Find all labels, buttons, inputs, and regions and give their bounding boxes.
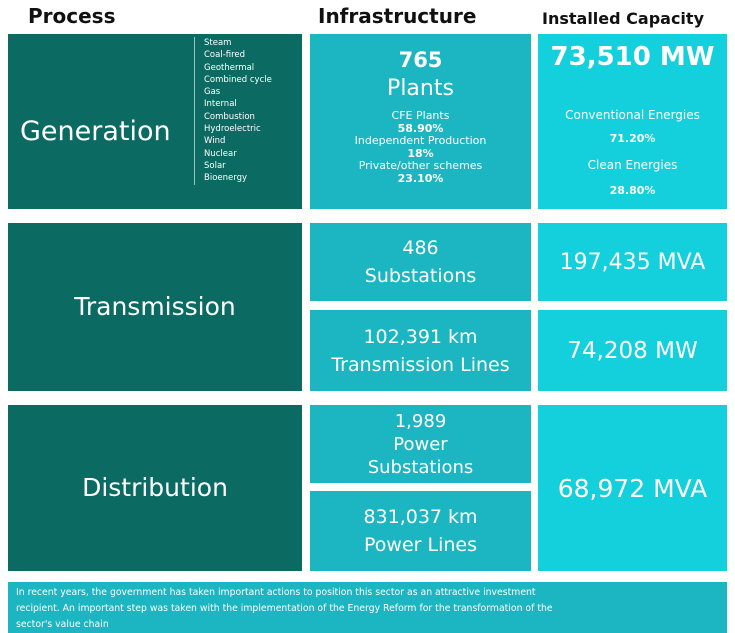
private-schemes-label: Private/other schemes [358, 159, 483, 173]
distribution-substations-label-1: Power [393, 433, 448, 455]
distribution-capacity: 68,972 MVA [557, 473, 708, 503]
independent-production-label: Independent Production [354, 134, 487, 148]
generation-type: Internal [204, 99, 237, 110]
cfe-plants-label: CFE Plants [391, 109, 450, 122]
transmission-box: Transmission [8, 223, 302, 391]
transmission-lines-length: 102,391 km [363, 325, 478, 348]
generation-type: Wind [204, 136, 226, 147]
distribution-capacity-box: 68,972 MVA [538, 405, 727, 571]
private-schemes-pct: 23.10% [397, 171, 444, 185]
generation-type: Gas [204, 87, 221, 98]
generation-plants-box: 765 Plants CFE Plants 58.90% Independent… [310, 34, 531, 209]
plants-breakdown: CFE Plants 58.90% Independent Production… [310, 109, 531, 186]
plants-label: Plants [387, 76, 454, 101]
generation-type: Bioenergy [204, 173, 248, 184]
plants-count: 765 [398, 48, 443, 72]
transmission-substations-capacity-box: 197,435 MVA [538, 223, 727, 301]
process-header: Process [28, 4, 116, 28]
distribution-box: Distribution [8, 405, 302, 571]
distribution-substations-box: 1,989 Power Substations [310, 405, 531, 483]
distribution-label: Distribution [82, 473, 228, 503]
generation-capacity-box: 73,510 MW Conventional Energies 71.20% C… [538, 34, 727, 209]
clean-energies-pct: 28.80% [609, 184, 656, 197]
distribution-lines-length: 831,037 km [363, 506, 478, 528]
infrastructure-header: Infrastructure [318, 4, 477, 28]
distribution-substations-count: 1,989 [394, 410, 447, 432]
transmission-substations-count: 486 [402, 237, 439, 259]
generation-type: Nuclear [204, 148, 237, 159]
generation-type: Combined cycle [204, 74, 272, 85]
independent-production-pct: 18% [407, 146, 434, 160]
generation-type: Hydroelectric [204, 124, 261, 135]
transmission-lines-label: Transmission Lines [331, 353, 510, 376]
generation-type: Geothermal [204, 62, 255, 73]
footer-note: In recent years, the government has take… [8, 582, 727, 633]
generation-type: Coal-fired [204, 50, 246, 61]
distribution-substations-label-2: Substations [367, 456, 474, 478]
transmission-substations-box: 486 Substations [310, 223, 531, 301]
generation-label: Generation [20, 116, 171, 147]
installed-capacity-header: Installed Capacity [542, 9, 704, 28]
generation-types-list: Steam Coal-fired Geothermal Combined cyc… [194, 37, 272, 185]
transmission-lines-capacity: 74,208 MW [567, 337, 698, 364]
transmission-label: Transmission [74, 292, 236, 322]
clean-energies-label: Clean Energies [587, 158, 678, 172]
transmission-lines-capacity-box: 74,208 MW [538, 310, 727, 391]
generation-capacity-value: 73,510 MW [550, 42, 715, 72]
distribution-lines-label: Power Lines [364, 534, 477, 556]
cfe-plants-pct: 58.90% [397, 121, 444, 135]
footer-line: sector's value chain [16, 619, 109, 630]
footer-line: recipient. An important step was taken w… [16, 603, 553, 614]
generation-type: Combustion [204, 111, 255, 122]
footer-line: In recent years, the government has take… [16, 587, 536, 598]
distribution-lines-box: 831,037 km Power Lines [310, 491, 531, 571]
generation-box: Generation Steam Coal-fired Geothermal C… [8, 34, 302, 209]
transmission-lines-box: 102,391 km Transmission Lines [310, 310, 531, 391]
transmission-substations-capacity: 197,435 MVA [559, 249, 706, 275]
generation-type: Solar [204, 160, 226, 171]
generation-type: Steam [204, 38, 232, 48]
conventional-energies-pct: 71.20% [609, 132, 656, 145]
conventional-energies-label: Conventional Energies [565, 108, 700, 122]
transmission-substations-label: Substations [364, 265, 477, 287]
